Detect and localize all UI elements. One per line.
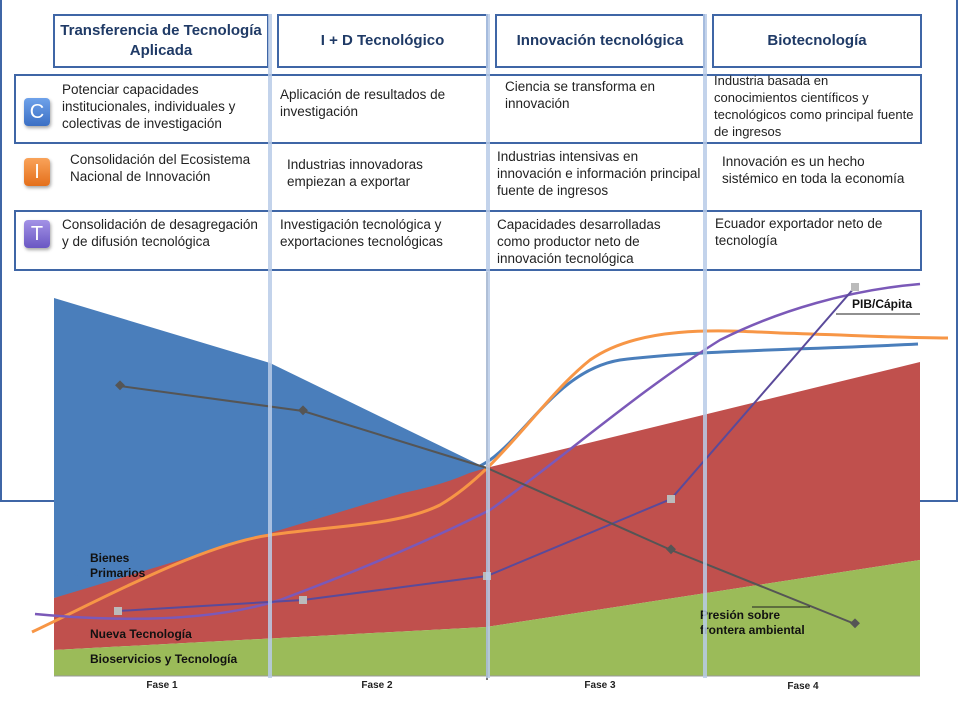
header-transferencia: Transferencia de Tecnología Aplicada [53,14,269,68]
header-id: I + D Tecnológico [277,14,488,68]
presion-marker [666,544,676,555]
cell-t-1: Consolidación de desagregación y de difu… [62,217,258,249]
phase-label-2: Fase 2 [361,680,393,691]
phase-separator-3 [703,14,707,678]
label-bienes-1: Bienes [90,551,130,565]
phase-label-3: Fase 3 [584,680,616,691]
header-label: Transferencia de Tecnología Aplicada [60,22,262,59]
cell-t-4: Ecuador exportador neto de tecnología [715,216,883,248]
phase-label-4: Fase 4 [787,681,819,692]
label-presion-1: Presión sobre [700,608,780,622]
header-biotecnologia: Biotecnología [712,14,922,68]
pib-marker [851,283,859,291]
row-c-box [14,74,922,144]
badge-label: T [30,222,44,245]
presion-marker [850,618,860,629]
label-bienes-2: Primarios [90,566,146,580]
label-presion-2: frontera ambiental [700,623,805,637]
row-t-box [14,210,922,271]
cell-i-2: Industrias innovadoras empiezan a export… [287,157,423,189]
badge-label: I [34,160,40,183]
curve-blue [74,342,919,577]
presion-marker [298,405,308,416]
badge-i: I [24,158,50,186]
header-label: Biotecnología [767,32,867,49]
badge-label: C [29,100,45,123]
phase-separator-1 [268,14,272,678]
cell-c-4: Industria basada en conocimientos cientí… [714,73,914,139]
badge-t: T [24,220,50,248]
label-pib-capita: PIB/Cápita [852,297,912,311]
presion-marker [115,380,125,391]
phase-label-1: Fase 1 [146,680,178,691]
pib-marker [667,495,675,503]
header-label: Innovación tecnológica [516,32,684,49]
header-label: I + D Tecnológico [320,32,445,49]
phase-separator-2 [486,14,490,678]
curve-purple [34,282,921,621]
cell-c-3: Ciencia se transforma en innovación [505,79,656,111]
cell-c-2: Aplicación de resultados de investigació… [280,87,446,119]
pib-marker [299,596,307,604]
cell-t-2: Investigación tecnológica y exportacione… [280,217,443,249]
label-nueva-tecnologia: Nueva Tecnología [90,627,192,641]
cell-i-3: Industrias intensivas en innovación e in… [497,149,701,198]
label-bioservicios: Bioservicios y Tecnología [90,652,237,666]
curve-orange [31,329,949,634]
header-innovacion: Innovación tecnológica [495,14,705,68]
cell-t-3: Capacidades desarrolladas como productor… [497,217,661,266]
cell-i-4: Innovación es un hecho sistémico en toda… [722,154,905,186]
pib-marker [114,607,122,615]
cell-i-1: Consolidación del Ecosistema Nacional de… [70,152,251,184]
badge-c: C [24,98,50,126]
cell-c-1: Potenciar capacidades institucionales, i… [62,82,236,131]
